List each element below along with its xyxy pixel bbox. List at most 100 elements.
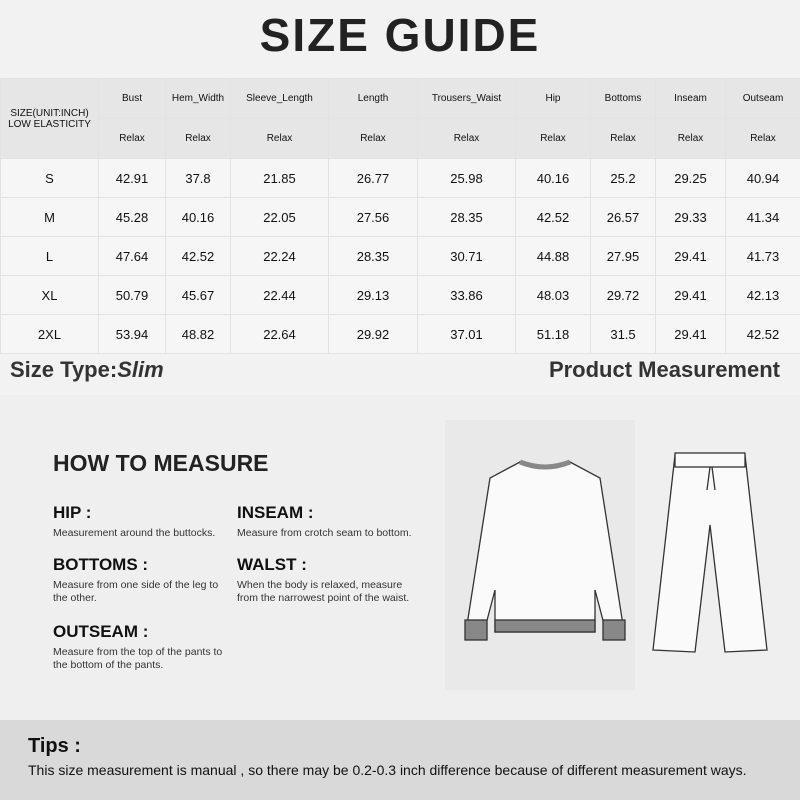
column-subheader: Relax xyxy=(590,118,656,159)
size-cell: L xyxy=(0,236,99,276)
value-cell: 22.24 xyxy=(230,236,329,276)
value-cell: 41.34 xyxy=(725,197,800,237)
row: L 47.64 42.52 22.24 28.35 30.71 44.88 27.95 29.4… xyxy=(0,236,800,276)
value-cell: 25.2 xyxy=(590,158,656,198)
measure-term: OUTSEAM : xyxy=(53,622,149,641)
column-subheader: Relax xyxy=(165,118,231,159)
column-header: Outseam xyxy=(725,78,800,119)
tips-text: This size measurement is manual , so the… xyxy=(28,762,747,778)
measure-desc: Measurement around the buttocks. xyxy=(53,527,216,539)
row: M 45.28 40.16 22.05 27.56 28.35 42.52 26.57 29.3… xyxy=(0,197,800,237)
value-cell: 28.35 xyxy=(328,236,418,276)
tips-bar xyxy=(0,720,800,800)
value-cell: 22.64 xyxy=(230,314,329,354)
value-cell: 29.13 xyxy=(328,275,418,315)
value-cell: 21.85 xyxy=(230,158,329,198)
value-cell: 26.57 xyxy=(590,197,656,237)
value-cell: 48.03 xyxy=(515,275,591,315)
size-cell: S xyxy=(0,158,99,198)
value-cell: 29.41 xyxy=(655,236,726,276)
drawstring xyxy=(706,466,716,491)
measure-desc: Measure from one side of the leg to the … xyxy=(53,579,219,604)
cuff xyxy=(464,619,488,641)
column-header: Hip xyxy=(515,78,591,119)
value-cell: 40.94 xyxy=(725,158,800,198)
value-cell: 53.94 xyxy=(98,314,166,354)
row: XL 50.79 45.67 22.44 29.13 33.86 48.03 29.72 29.… xyxy=(0,275,800,315)
value-cell: 29.33 xyxy=(655,197,726,237)
size-type-value: Slim xyxy=(117,357,164,382)
value-cell: 40.16 xyxy=(165,197,231,237)
measure-term: HIP : xyxy=(53,503,92,522)
measure-desc: Measure from the top of the pants to the… xyxy=(53,646,223,671)
column-subheader: Relax xyxy=(230,118,329,159)
measure-item: WALST : When the body is relaxed, measure… xyxy=(237,555,412,605)
pants xyxy=(652,454,768,653)
value-cell: 50.79 xyxy=(98,275,166,315)
waistband xyxy=(674,452,746,468)
column-subheader: Relax xyxy=(655,118,726,159)
column-header: Length xyxy=(328,78,418,119)
column-header: Inseam xyxy=(655,78,726,119)
measure-item: HIP : Measurement around the buttocks. xyxy=(53,503,228,540)
value-cell: 42.91 xyxy=(98,158,166,198)
corner-line: LOW ELASTICITY xyxy=(8,118,91,130)
value-cell: 29.41 xyxy=(655,314,726,354)
value-cell: 42.13 xyxy=(725,275,800,315)
sweatshirt xyxy=(466,461,624,633)
measure-item: BOTTOMS : Measure from one side of the le… xyxy=(53,555,228,605)
value-cell: 41.73 xyxy=(725,236,800,276)
value-cell: 37.01 xyxy=(417,314,516,354)
column-subheader: Relax xyxy=(515,118,591,159)
value-cell: 31.5 xyxy=(590,314,656,354)
row: 2XL 53.94 48.82 22.64 29.92 37.01 51.18 31.5 29.… xyxy=(0,314,800,354)
value-cell: 29.41 xyxy=(655,275,726,315)
measure-item: OUTSEAM : Measure from the top of the pan… xyxy=(53,622,228,672)
value-cell: 22.44 xyxy=(230,275,329,315)
corner: SIZE(UNIT:INCH) LOW ELASTICITY xyxy=(0,78,99,159)
column-subheader: Relax xyxy=(328,118,418,159)
measure-item: INSEAM : Measure from crotch seam to bott… xyxy=(237,503,412,540)
size-table: SIZE(UNIT:INCH) LOW ELASTICITY Bust Hem_Wid… xyxy=(0,78,800,354)
value-cell: 40.16 xyxy=(515,158,591,198)
tips-title: Tips : xyxy=(28,735,81,757)
size-type: Size Type:Slim xyxy=(10,357,164,383)
size-type-label: Size Type: xyxy=(10,357,118,382)
measure-desc: When the body is relaxed, measure from t… xyxy=(237,579,410,604)
value-cell: 29.92 xyxy=(328,314,418,354)
cuff xyxy=(602,619,626,641)
column-header: Bust xyxy=(98,78,166,119)
column-header: Trousers_Waist xyxy=(417,78,516,119)
value-cell: 22.05 xyxy=(230,197,329,237)
value-cell: 51.18 xyxy=(515,314,591,354)
column-subheader: Relax xyxy=(417,118,516,159)
how-title: HOW TO MEASURE xyxy=(53,450,269,476)
size-cell: XL xyxy=(0,275,99,315)
value-cell: 28.35 xyxy=(417,197,516,237)
column-header: Sleeve_Length xyxy=(230,78,329,119)
value-cell: 27.56 xyxy=(328,197,418,237)
value-cell: 27.95 xyxy=(590,236,656,276)
row: S 42.91 37.8 21.85 26.77 25.98 40.16 25.2 29.25 4… xyxy=(0,158,800,198)
value-cell: 48.82 xyxy=(165,314,231,354)
size-cell: 2XL xyxy=(0,314,99,354)
column-subheader: Relax xyxy=(98,118,166,159)
value-cell: 44.88 xyxy=(515,236,591,276)
value-cell: 29.25 xyxy=(655,158,726,198)
size-cell: M xyxy=(0,197,99,237)
measure-term: BOTTOMS : xyxy=(53,555,149,574)
measure-term: WALST : xyxy=(237,555,307,574)
measure-term: INSEAM : xyxy=(237,503,314,522)
value-cell: 45.28 xyxy=(98,197,166,237)
measure-desc: Measure from crotch seam to bottom. xyxy=(237,527,412,539)
title: SIZE GUIDE xyxy=(259,9,541,61)
product-measurement: Product Measurement xyxy=(548,357,780,382)
value-cell: 47.64 xyxy=(98,236,166,276)
corner-line: SIZE(UNIT:INCH) xyxy=(10,107,89,119)
hem xyxy=(494,619,596,633)
value-cell: 42.52 xyxy=(165,236,231,276)
column-header: Hem_Width xyxy=(165,78,231,119)
value-cell: 42.52 xyxy=(725,314,800,354)
value-cell: 37.8 xyxy=(165,158,231,198)
